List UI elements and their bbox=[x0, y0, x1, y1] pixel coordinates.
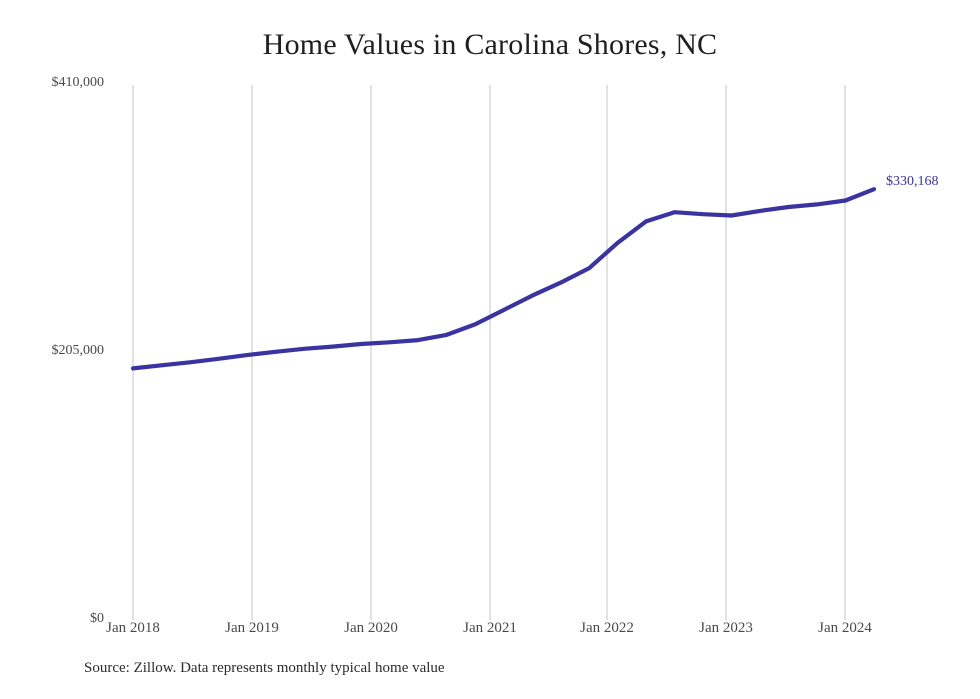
y-axis-tick-bottom: $0 bbox=[90, 611, 104, 626]
y-axis-tick-mid: $205,000 bbox=[51, 343, 105, 358]
x-axis-tick-jan-2023: Jan 2023 bbox=[699, 620, 753, 636]
home-value-line bbox=[130, 187, 877, 371]
gridlines bbox=[132, 85, 846, 620]
x-axis-tick-jan-2019: Jan 2019 bbox=[225, 620, 279, 636]
x-axis-tick-jan-2022: Jan 2022 bbox=[580, 620, 634, 636]
x-axis-tick-jan-2020: Jan 2020 bbox=[344, 620, 398, 636]
page-title: Home Values in Carolina Shores, NC bbox=[262, 28, 718, 61]
y-axis-tick-top: $410,000 bbox=[51, 75, 105, 90]
series-end-value-label: $330,168 bbox=[886, 174, 939, 189]
source-note: Source: Zillow. Data represents monthly … bbox=[84, 660, 445, 676]
x-axis-tick-jan-2024: Jan 2024 bbox=[818, 620, 872, 636]
x-axis-tick-jan-2018: Jan 2018 bbox=[106, 620, 160, 636]
x-axis-tick-jan-2021: Jan 2021 bbox=[463, 620, 517, 636]
